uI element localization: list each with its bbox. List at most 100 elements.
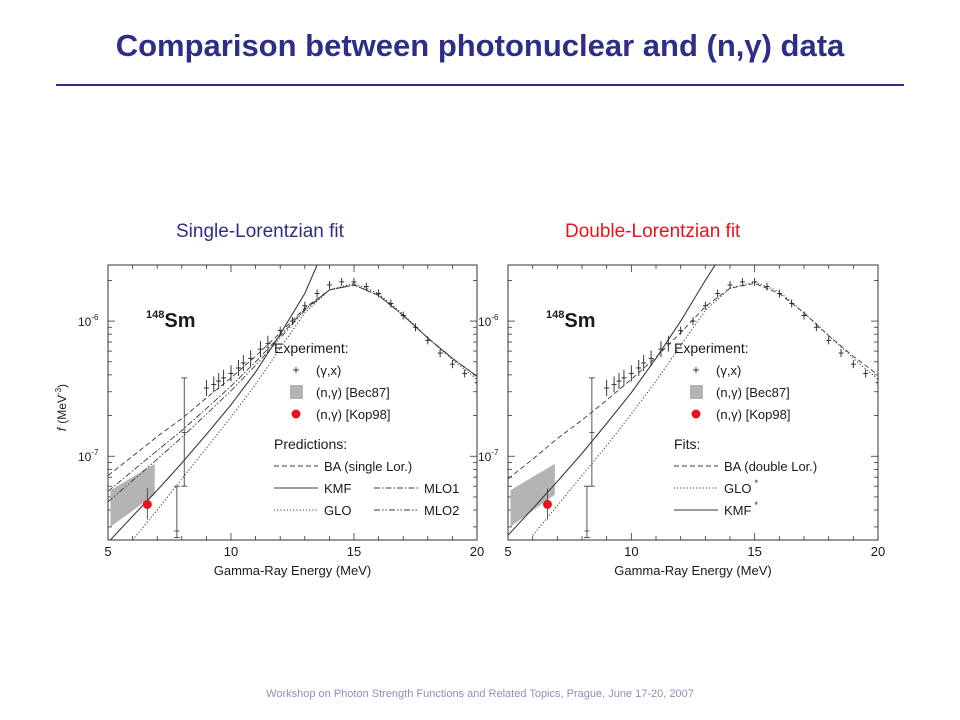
isolated-errorbar [181, 377, 188, 487]
nucleus-label: 148Sm [546, 309, 595, 332]
legend-heading: Experiment: [274, 340, 349, 356]
footer-text: Workshop on Photon Strength Functions an… [266, 688, 694, 700]
title-underline [56, 84, 904, 86]
plot-area [508, 265, 878, 539]
photonuclear-point [240, 354, 246, 371]
photonuclear-point [425, 336, 431, 345]
legend-swatch-dot [291, 409, 301, 419]
photonuclear-point [351, 277, 357, 286]
legend-label-text: BA (single Lor.) [324, 459, 412, 474]
legend-label: (γ,x) [716, 363, 741, 378]
legend-label: (n,γ) [Kop98] [716, 407, 790, 422]
photonuclear-point [363, 282, 369, 291]
photonuclear-point [776, 289, 782, 298]
kop98-point [542, 499, 552, 509]
y-tick-label: 10-6 [78, 313, 99, 329]
y-tick-exponent: -7 [491, 448, 499, 457]
kop98-point [142, 499, 152, 509]
photonuclear-point [290, 317, 295, 326]
photonuclear-point [789, 299, 795, 308]
photonuclear-point [801, 311, 807, 320]
isolated-errorbar [588, 377, 595, 487]
legend-label: GLO [324, 503, 351, 518]
legend-label: (n,γ) [Bec87] [316, 385, 390, 400]
photonuclear-point [813, 323, 819, 332]
photonuclear-point [248, 350, 254, 367]
y-tick-exponent: -6 [91, 313, 99, 322]
photonuclear-point [636, 359, 642, 376]
legend-label-superscript: * [754, 478, 758, 488]
legend-label-text: GLO [324, 503, 351, 518]
photonuclear-point [388, 299, 394, 308]
legend: Experiment: (γ,x) (n,γ) [Bec87] (n,γ) [Kop9… [274, 340, 459, 518]
legend-label: BA (single Lor.) [324, 459, 412, 474]
y-axis-symbol: f [55, 426, 69, 431]
isolated-errorbar [583, 485, 590, 539]
photonuclear-point [678, 326, 684, 335]
legend-label-superscript: * [754, 500, 758, 510]
legend-label-text: KMF [324, 481, 352, 496]
photonuclear-point [715, 289, 721, 298]
legend-label: (n,γ) [Bec87] [716, 385, 790, 400]
curve-glo [532, 281, 878, 536]
y-axis-label: f (MeV-3) [54, 384, 69, 431]
photonuclear-point [400, 311, 406, 320]
x-tick-label: 5 [104, 544, 111, 559]
y-tick-exponent: -6 [491, 313, 499, 322]
photonuclear-point [228, 365, 234, 382]
legend-label-text: MLO1 [424, 481, 459, 496]
y-tick-exponent: -7 [91, 448, 99, 457]
photonuclear-point [752, 277, 758, 286]
photonuclear-point [235, 359, 241, 376]
photonuclear-point [850, 360, 856, 369]
y-axis-unit-exponent: -3 [54, 387, 63, 395]
photonuclear-point [616, 373, 622, 390]
photonuclear-point [641, 354, 647, 371]
photonuclear-point [474, 378, 477, 387]
legend-label: BA (double Lor.) [724, 459, 817, 474]
legend-swatch-dot [691, 409, 701, 419]
curve-kmf [508, 265, 716, 536]
legend-label: KMF * [724, 500, 758, 518]
photonuclear-point [437, 349, 443, 358]
y-axis-unit-close: ) [55, 384, 69, 388]
photonuclear-point [739, 277, 745, 286]
plot-area [108, 265, 477, 540]
y-tick-label: 10-7 [78, 448, 99, 464]
legend-label: (n,γ) [Kop98] [316, 407, 390, 422]
bec87-band [510, 463, 555, 527]
nucleus-mass-number: 148 [146, 309, 164, 321]
legend-label: GLO * [724, 478, 758, 496]
legend-swatch-box [690, 385, 703, 399]
photonuclear-point [203, 379, 209, 396]
photonuclear-point [764, 282, 770, 291]
photonuclear-point [258, 341, 264, 358]
x-tick-label: 10 [224, 544, 238, 559]
y-tick-base: 10 [478, 315, 492, 329]
legend: Experiment: (γ,x) (n,γ) [Bec87] (n,γ) [Kop9… [674, 340, 817, 518]
x-tick-label: 20 [871, 544, 885, 559]
legend-heading: Fits: [674, 436, 700, 452]
right-chart-subtitle: Double-Lorentzian fit [565, 221, 741, 242]
photonuclear-point [611, 376, 617, 393]
photonuclear-point [339, 277, 345, 286]
y-tick-label: 10-6 [478, 313, 499, 329]
photonuclear-point [449, 360, 455, 369]
photonuclear-point [648, 350, 654, 367]
y-tick-base: 10 [78, 450, 92, 464]
photonuclear-point [376, 289, 382, 298]
photonuclear-point [277, 326, 283, 335]
photonuclear-point [604, 379, 610, 396]
bec87-band [110, 463, 155, 527]
x-tick-label: 15 [347, 544, 361, 559]
x-tick-label: 15 [747, 544, 761, 559]
photonuclear-point [826, 336, 832, 345]
y-tick-base: 10 [478, 450, 492, 464]
photonuclear-point [265, 335, 271, 352]
photonuclear-point [221, 369, 227, 386]
slide-title: Comparison between photonuclear and (n,γ… [115, 28, 845, 63]
legend-label-text: BA (double Lor.) [724, 459, 817, 474]
nucleus-label: 148Sm [146, 309, 195, 332]
nucleus-symbol: Sm [164, 310, 195, 332]
